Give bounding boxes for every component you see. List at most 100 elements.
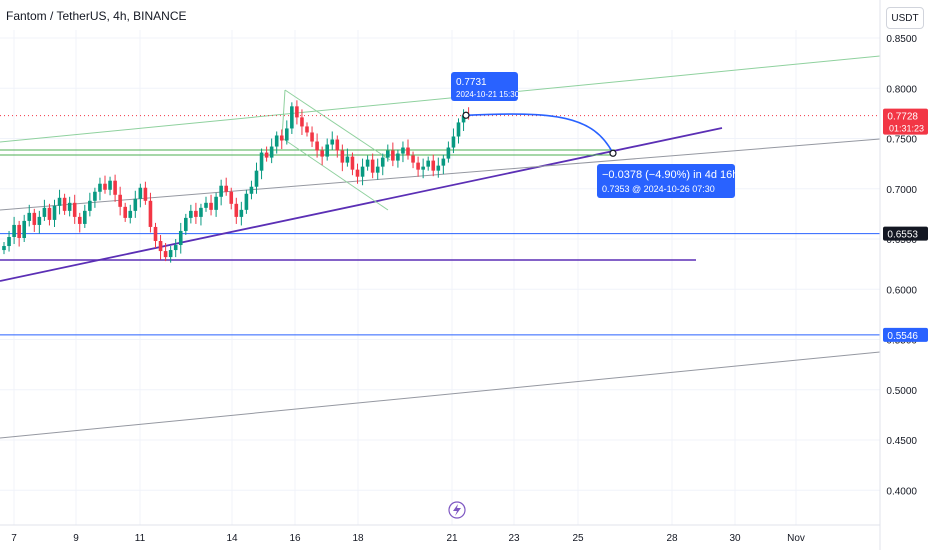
candle-body — [456, 122, 461, 137]
candle-body — [72, 202, 77, 217]
candle-body — [32, 212, 37, 225]
level-label: 0.5546 — [887, 331, 918, 342]
candle-body — [93, 191, 97, 201]
candle-body — [158, 241, 163, 252]
candle-body — [290, 106, 294, 129]
candle-body — [12, 224, 16, 237]
level-label: 0.6553 — [887, 230, 918, 241]
x-tick-label: 18 — [352, 533, 364, 544]
last-price-label: 0.7728 — [887, 112, 918, 123]
candle-body — [209, 202, 213, 210]
candle-body — [335, 139, 340, 151]
candle-body — [22, 220, 26, 238]
falling-channel-lower — [281, 137, 389, 211]
y-tick-label: 0.4000 — [886, 486, 917, 497]
y-tick-label: 0.7500 — [886, 135, 917, 146]
candle-body — [42, 207, 47, 217]
candle-body — [184, 217, 188, 231]
last-price-label-bg — [883, 108, 928, 135]
currency-button[interactable]: USDT — [886, 7, 924, 29]
candle-body — [168, 250, 173, 258]
candle-body — [239, 209, 244, 217]
candle-body — [355, 169, 360, 177]
candle-body — [88, 200, 92, 211]
candle-body — [163, 251, 168, 258]
candle-body — [285, 128, 289, 141]
candle-body — [103, 183, 107, 190]
candle-body — [229, 191, 234, 204]
measure-change-text: −0.0378 (−4.90%) in 4d 16h — [602, 169, 738, 181]
candle-body — [254, 170, 259, 187]
candle-body — [234, 203, 239, 217]
measure-start-point — [462, 111, 470, 119]
falling-channel-edge — [281, 89, 286, 139]
candle-body — [401, 147, 405, 154]
measure-overlay: 0.7731 2024-10-21 15:30 −0.0378 (−4.90%) i… — [451, 72, 738, 198]
level-label-bg — [883, 327, 928, 342]
candlestick-series — [2, 100, 471, 263]
candle-body — [259, 152, 264, 171]
candle-body — [269, 146, 274, 158]
candle-body — [219, 185, 223, 197]
y-tick-label: 0.8500 — [886, 34, 917, 45]
y-tick-label: 0.5000 — [886, 386, 917, 397]
candle-body — [153, 226, 158, 242]
measure-start-date: 2024-10-21 15:30 — [456, 90, 520, 99]
candle-body — [148, 200, 153, 227]
candle-body — [375, 166, 380, 173]
x-tick-label: 11 — [135, 533, 146, 544]
candle-body — [133, 198, 138, 211]
candle-body — [386, 150, 390, 158]
upper-channel-line — [0, 55, 881, 143]
candle-body — [214, 196, 218, 210]
candle-body — [279, 135, 284, 141]
measure-target-text: 0.7353 @ 2024-10-26 07:30 — [602, 184, 715, 194]
measure-result-label-bg — [597, 164, 735, 198]
x-tick-label: 14 — [226, 533, 238, 544]
candle-body — [123, 206, 127, 218]
candle-body — [421, 166, 425, 170]
x-tick-label: 9 — [73, 533, 79, 544]
candle-body — [194, 210, 198, 217]
candle-body — [426, 160, 430, 167]
lower-gray-trendline — [0, 351, 881, 439]
symbol-title: Fantom / TetherUS, 4h, BINANCE — [6, 9, 187, 23]
lightning-icon — [448, 501, 466, 519]
candle-body — [98, 183, 102, 192]
candle-body — [345, 156, 350, 163]
candle-body — [37, 216, 42, 225]
candle-body — [47, 207, 52, 220]
candle-body — [138, 187, 143, 199]
candle-body — [67, 202, 72, 211]
last-price-label-countdown: 01:31:23 — [889, 124, 924, 134]
chart-grid — [0, 30, 880, 525]
candle-body — [380, 157, 385, 167]
candle-body — [350, 156, 355, 170]
candle-body — [118, 194, 122, 207]
x-tick-label: 21 — [446, 533, 458, 544]
candle-body — [320, 150, 324, 157]
candle-body — [2, 246, 6, 251]
x-tick-label: 23 — [508, 533, 520, 544]
candle-body — [128, 210, 133, 218]
candle-body — [143, 187, 148, 201]
measure-start-price: 0.7731 — [456, 77, 487, 88]
candle-body — [461, 115, 466, 123]
y-tick-label: 0.8000 — [886, 84, 917, 95]
level-label-bg — [883, 226, 928, 241]
candle-body — [310, 132, 314, 142]
candle-body — [244, 193, 249, 210]
candle-body — [436, 165, 441, 171]
candle-body — [446, 147, 451, 159]
candle-body — [315, 141, 319, 151]
drawing-lines — [0, 55, 881, 439]
candle-body — [340, 150, 345, 163]
candle-body — [431, 160, 436, 171]
y-tick-label: 0.4500 — [886, 436, 917, 447]
x-tick-label: 25 — [572, 533, 584, 544]
candle-body — [199, 207, 203, 217]
y-tick-label: 0.6000 — [886, 285, 917, 296]
candle-body — [441, 158, 446, 166]
candle-body — [360, 166, 365, 177]
